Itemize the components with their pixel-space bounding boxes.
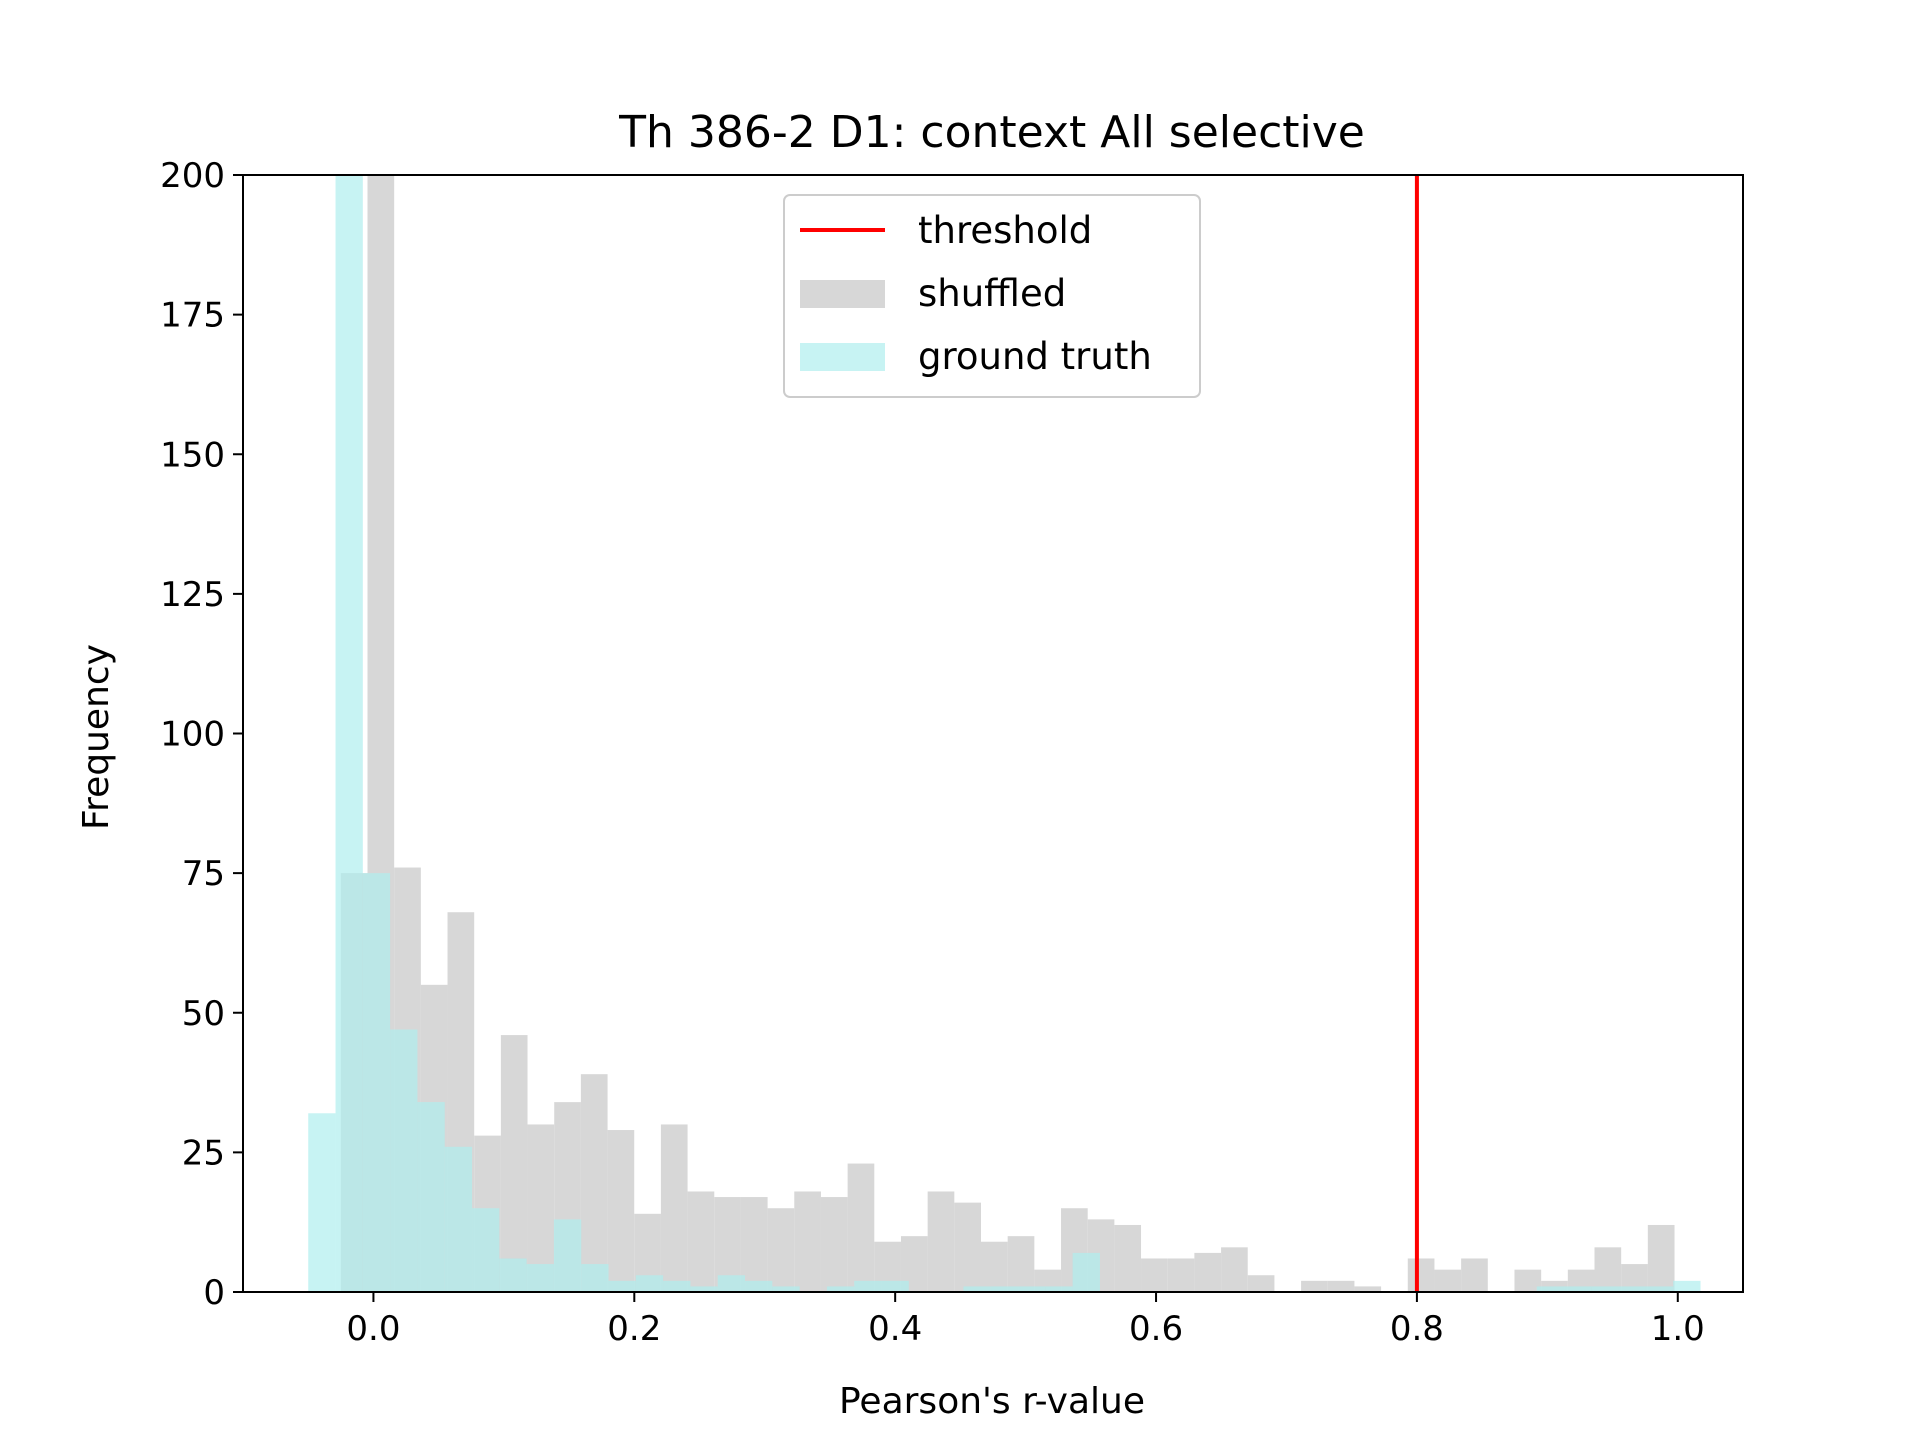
ground-truth-bar (362, 873, 391, 1292)
x-tick-label: 0.6 (1129, 1309, 1183, 1349)
shuffled-bar (1327, 1280, 1355, 1292)
ground-truth-bar (1591, 1286, 1619, 1292)
shuffled-bar (1221, 1247, 1248, 1292)
shuffled-bar (607, 1130, 635, 1292)
shuffled-bar (1114, 1224, 1142, 1292)
shuffled-bar (820, 1197, 848, 1292)
shuffled-bar (1434, 1269, 1462, 1292)
y-tick-label: 75 (182, 854, 225, 894)
ground-truth-bar (1645, 1286, 1674, 1292)
ground-truth-bar (1673, 1280, 1701, 1292)
y-tick-label: 50 (182, 994, 225, 1034)
shuffled-bar (981, 1241, 1008, 1292)
ground-truth-bar (717, 1275, 746, 1292)
shuffled-bar (1141, 1258, 1168, 1292)
shuffled-bar (1647, 1224, 1675, 1292)
y-tick-label: 150 (160, 435, 225, 475)
shuffled-bar (687, 1191, 715, 1292)
shuffled-bar (1407, 1258, 1435, 1292)
ground-truth-bar (444, 1146, 473, 1292)
shuffled-bar (660, 1124, 688, 1292)
ground-truth-bar (335, 175, 363, 1292)
shuffled-bar (1194, 1252, 1222, 1292)
ground-truth-bar (990, 1286, 1019, 1292)
y-tick-label: 200 (160, 156, 225, 196)
shuffled-bar (1301, 1280, 1328, 1292)
y-tick-label: 175 (160, 296, 225, 336)
x-axis: 0.0 0.2 0.4 0.6 0.8 1.0 (346, 1292, 1705, 1349)
ground-truth-bar (826, 1286, 855, 1292)
x-tick-label: 0.2 (607, 1309, 661, 1349)
ground-truth-bar (1018, 1286, 1046, 1292)
legend-ground-truth-swatch (800, 343, 885, 371)
shuffled-bar (1007, 1236, 1035, 1292)
ground-truth-bar (553, 1219, 582, 1292)
x-tick-label: 0.0 (346, 1309, 400, 1349)
y-tick-label: 125 (160, 575, 225, 615)
ground-truth-bar (1536, 1286, 1565, 1292)
ground-truth-bar (308, 1113, 336, 1292)
x-tick-label: 0.4 (868, 1309, 922, 1349)
shuffled-bar (847, 1163, 875, 1292)
ground-truth-bar (854, 1280, 882, 1292)
legend-shuffled-label: shuffled (918, 272, 1066, 315)
y-axis-label: Frequency (76, 644, 117, 830)
y-tick-label: 100 (160, 715, 225, 755)
ground-truth-bar (745, 1280, 773, 1292)
ground-truth-bar (499, 1258, 527, 1292)
ground-truth-bar (581, 1264, 609, 1292)
ground-truth-bar (772, 1286, 800, 1292)
ground-truth-bar (690, 1286, 718, 1292)
shuffled-bar (767, 1208, 795, 1292)
ground-truth-bar (1072, 1252, 1100, 1292)
shuffled-bar (927, 1191, 955, 1292)
ground-truth-bar (1045, 1286, 1073, 1292)
legend-shuffled-swatch (800, 280, 885, 308)
y-tick-label: 25 (182, 1133, 225, 1173)
shuffled-bar (1167, 1258, 1195, 1292)
ground-truth-bar (608, 1280, 636, 1292)
ground-truth-bar (1564, 1286, 1592, 1292)
legend-ground-truth-label: ground truth (918, 335, 1152, 378)
ground-truth-bar (963, 1286, 991, 1292)
ground-truth-bar (390, 1029, 418, 1292)
x-tick-label: 0.8 (1390, 1309, 1444, 1349)
ground-truth-bar (417, 1102, 445, 1292)
shuffled-bar (1354, 1286, 1382, 1292)
bars-layer (308, 175, 1701, 1292)
ground-truth-bar (881, 1280, 909, 1292)
ground-truth-bar (663, 1280, 691, 1292)
y-tick-label: 0 (203, 1273, 225, 1313)
shuffled-bar (1461, 1258, 1488, 1292)
legend: threshold shuffled ground truth (783, 194, 1201, 398)
shuffled-bar (794, 1191, 821, 1292)
shuffled-bar (500, 1035, 528, 1292)
y-axis: 0 25 50 75 100 125 150 175 200 (160, 156, 243, 1313)
legend-frame (783, 194, 1201, 398)
ground-truth-bar (1618, 1286, 1646, 1292)
shuffled-bar (527, 1124, 555, 1292)
shuffled-bar (740, 1197, 768, 1292)
shuffled-bar (1594, 1247, 1622, 1292)
x-axis-label: Pearson's r-value (839, 1381, 1145, 1422)
x-tick-label: 1.0 (1651, 1309, 1705, 1349)
ground-truth-bar (635, 1275, 664, 1292)
shuffled-bar (1514, 1269, 1542, 1292)
ground-truth-bar (526, 1264, 554, 1292)
legend-threshold-label: threshold (918, 209, 1092, 252)
shuffled-bar (580, 1074, 608, 1292)
shuffled-bar (954, 1202, 981, 1292)
shuffled-bar (1247, 1275, 1275, 1292)
chart-title: Th 386-2 D1: context All selective (618, 107, 1365, 158)
ground-truth-bar (472, 1208, 500, 1292)
